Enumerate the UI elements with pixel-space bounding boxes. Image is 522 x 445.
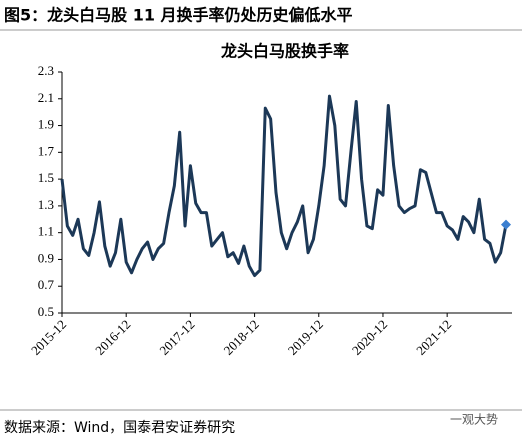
y-tick-label: 1.7 (38, 143, 55, 158)
y-tick-label: 1.5 (38, 170, 54, 185)
y-tick-label: 0.7 (38, 277, 55, 292)
x-tick-label: 2018-12 (221, 317, 262, 358)
last-point-marker (501, 219, 511, 230)
x-tick-label: 2017-12 (156, 317, 197, 358)
series-line (60, 94, 508, 278)
x-tick-label: 2020-12 (349, 317, 390, 358)
x-tick-label: 2019-12 (285, 317, 326, 358)
y-tick-label: 1.3 (38, 197, 54, 212)
source-note: 数据来源：Wind，国泰君安证券研究 (4, 420, 235, 436)
y-tick-label: 2.1 (38, 90, 54, 105)
chart-title: 龙头白马股换手率 (220, 42, 349, 61)
y-tick-label: 1.1 (38, 224, 54, 239)
figure-caption: 图5：龙头白马股 11 月换手率仍处历史偏低水平 (4, 6, 353, 25)
watermark: 一观大势 (450, 413, 498, 427)
y-tick-label: 1.9 (38, 117, 54, 132)
y-tick-label: 2.3 (38, 63, 54, 78)
y-tick-label: 0.5 (38, 304, 54, 319)
y-tick-label: 0.9 (38, 250, 54, 265)
x-tick-label: 2021-12 (413, 317, 454, 358)
x-tick-label: 2015-12 (28, 317, 69, 358)
x-tick-label: 2016-12 (92, 317, 133, 358)
